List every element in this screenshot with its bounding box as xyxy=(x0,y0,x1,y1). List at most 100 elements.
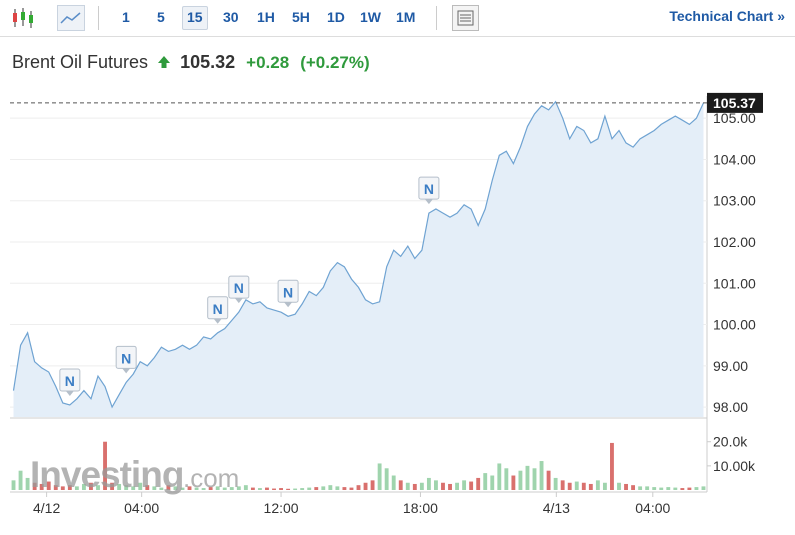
news-marker[interactable]: N xyxy=(207,296,229,324)
news-marker[interactable]: N xyxy=(418,176,440,205)
volume-bar xyxy=(39,483,44,490)
volume-bar xyxy=(631,485,636,490)
volume-bar xyxy=(286,488,291,490)
instrument-header: Brent Oil Futures 105.32 +0.28 (+0.27%) xyxy=(12,52,370,73)
volume-bar xyxy=(243,485,248,490)
volume-bar xyxy=(462,480,467,490)
volume-bar xyxy=(166,485,171,490)
volume-bar xyxy=(560,480,565,490)
volume-bar xyxy=(300,488,305,490)
volume-bar xyxy=(391,475,396,490)
volume-bar xyxy=(532,468,537,490)
volume-bar xyxy=(581,482,586,490)
volume-bar xyxy=(405,482,410,490)
news-marker-label: N xyxy=(65,373,75,389)
volume-bar xyxy=(103,441,107,490)
x-tick-label: 04:00 xyxy=(635,500,670,516)
news-marker[interactable]: N xyxy=(59,368,81,397)
y-tick-label: 105.00 xyxy=(713,110,756,126)
volume-bar xyxy=(398,480,403,490)
volume-bar xyxy=(553,477,558,490)
interval-button[interactable]: 1W xyxy=(360,9,381,25)
volume-bar xyxy=(314,487,319,490)
volume-bar xyxy=(701,486,706,490)
volume-bar xyxy=(610,442,614,490)
volume-bar xyxy=(624,483,628,490)
volume-bar xyxy=(617,482,621,490)
volume-bar xyxy=(434,480,438,490)
volume-bar xyxy=(546,470,551,490)
volume-bar xyxy=(588,483,593,490)
candles-icon[interactable] xyxy=(10,6,36,30)
y-tick-label: 99.00 xyxy=(713,358,748,374)
volume-bar xyxy=(370,480,375,490)
interval-button[interactable]: 15 xyxy=(182,6,208,30)
volume-bar xyxy=(490,475,495,490)
y-tick-label: 104.00 xyxy=(713,151,756,167)
volume-bar xyxy=(152,486,157,490)
interval-button[interactable]: 1H xyxy=(257,9,275,25)
interval-button[interactable]: 5H xyxy=(292,9,310,25)
volume-bar xyxy=(384,468,389,490)
volume-bar xyxy=(279,488,283,490)
price-line xyxy=(12,100,705,409)
volume-bar xyxy=(74,486,79,490)
volume-bar xyxy=(124,485,129,490)
news-marker-label: N xyxy=(121,350,131,366)
volume-bar xyxy=(307,487,312,490)
interval-button[interactable]: 5 xyxy=(157,9,165,25)
x-tick-label: 18:00 xyxy=(403,500,438,516)
news-marker[interactable]: N xyxy=(277,279,299,308)
y-tick-label: 103.00 xyxy=(713,193,756,209)
volume-bar xyxy=(349,487,354,490)
volume-bar xyxy=(272,488,276,490)
volume-bar xyxy=(46,481,51,490)
y-tick-label: 102.00 xyxy=(713,234,756,250)
area-icon[interactable] xyxy=(57,5,85,31)
volume-bar xyxy=(53,485,58,490)
watermark-brand: Investing xyxy=(30,454,183,495)
volume-bar xyxy=(60,486,65,490)
news-marker[interactable]: N xyxy=(115,345,137,374)
volume-bar xyxy=(145,485,150,490)
interval-button[interactable]: 1 xyxy=(122,9,130,25)
news-marker-pointer xyxy=(234,298,243,304)
volume-bar xyxy=(194,487,199,490)
volume-bar xyxy=(497,463,502,490)
volume-bar xyxy=(602,482,607,490)
volume-bar xyxy=(138,482,143,490)
volume-bar xyxy=(342,487,347,490)
interval-button[interactable]: 1D xyxy=(327,9,345,25)
volume-bar xyxy=(687,487,692,490)
volume-bar xyxy=(448,483,452,490)
interval-button[interactable]: 30 xyxy=(223,9,239,25)
volume-bar xyxy=(645,486,650,490)
volume-bar xyxy=(321,486,326,490)
volume-bar xyxy=(229,487,234,490)
separator xyxy=(436,6,437,30)
volume-bar xyxy=(110,482,115,490)
volume-bar xyxy=(419,482,424,490)
volume-bar xyxy=(539,461,544,490)
area-fill xyxy=(13,101,704,417)
volume-bar xyxy=(117,483,122,490)
news-marker-pointer xyxy=(122,368,131,374)
technical-chart-link[interactable]: Technical Chart » xyxy=(669,8,785,24)
y-tick-label: 98.00 xyxy=(713,399,748,415)
interval-button[interactable]: 1M xyxy=(396,9,416,25)
volume-bar xyxy=(222,487,227,490)
news-marker[interactable]: N xyxy=(228,275,250,304)
volume-bar xyxy=(32,482,37,490)
volume-bar xyxy=(335,486,340,490)
volume-bar xyxy=(574,481,579,490)
news-icon[interactable] xyxy=(452,5,479,31)
volume-bar xyxy=(180,487,185,490)
volume-bar xyxy=(455,482,460,490)
volume-bar xyxy=(25,477,30,490)
volume-bar xyxy=(159,487,164,490)
volume-bar xyxy=(265,487,269,490)
x-tick-label: 4/12 xyxy=(33,500,60,516)
